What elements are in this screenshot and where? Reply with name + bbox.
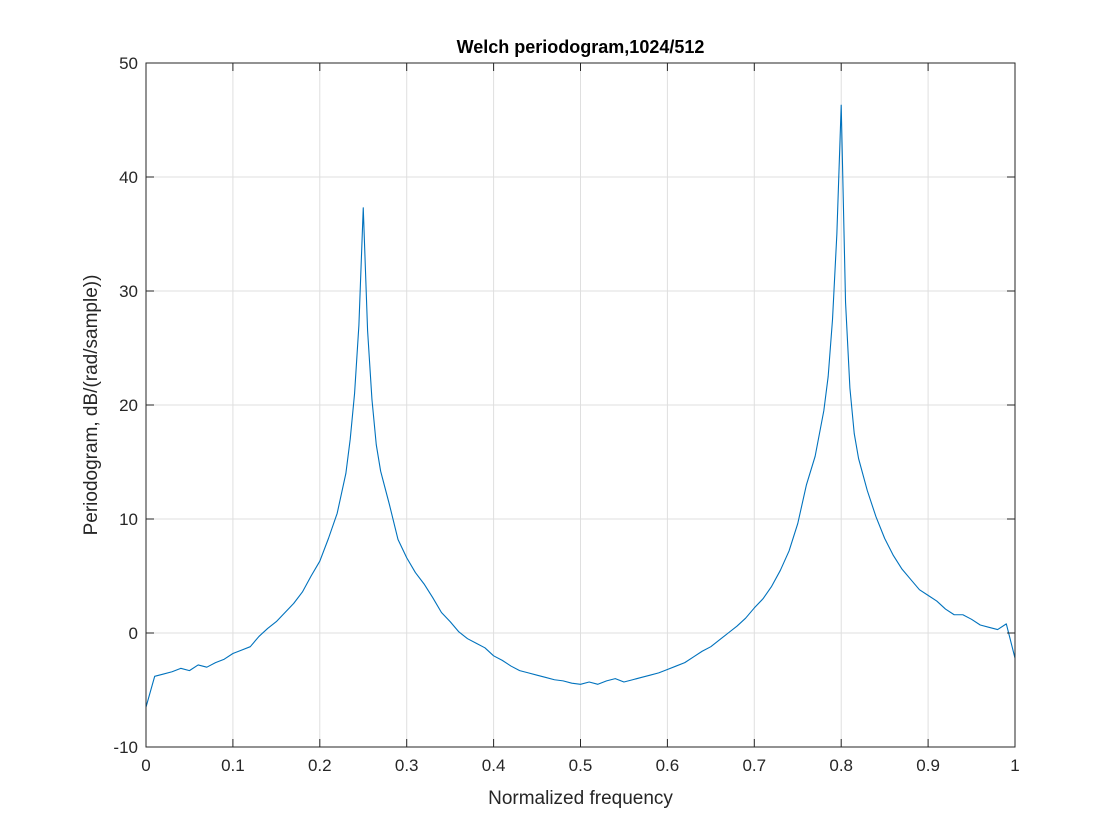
x-tick-label: 0.9 [916,756,940,775]
chart-title: Welch periodogram,1024/512 [457,37,705,57]
series-layer [145,104,1016,708]
y-tick-label: 20 [119,396,138,415]
x-tick-label: 0.5 [569,756,593,775]
series-line [145,104,1016,708]
x-tick-label: 0.6 [656,756,680,775]
x-axis-label: Normalized frequency [488,788,673,809]
y-tick-label: 10 [119,510,138,529]
y-tick-label: 0 [129,624,138,643]
x-tick-label: 0.7 [742,756,766,775]
x-tick-label: 0.4 [482,756,506,775]
y-tick-label: 30 [119,282,138,301]
x-tick-label: 0.1 [221,756,245,775]
x-tick-label: 0.3 [395,756,419,775]
y-tick-labels: -10 0 10 20 30 40 50 [113,54,138,757]
x-tick-label: 0.8 [829,756,853,775]
x-tick-label: 0.2 [308,756,332,775]
y-tick-label: -10 [113,738,138,757]
x-tick-label: 1 [1010,756,1019,775]
tick-marks [145,62,1016,748]
y-tick-label: 50 [119,54,138,73]
grid-lines [146,63,1015,747]
x-tick-label: 0 [141,756,150,775]
x-tick-labels: 0 0.1 0.2 0.3 0.4 0.5 0.6 0.7 0.8 0.9 1 [141,756,1019,775]
y-tick-label: 40 [119,168,138,187]
y-axis-label: Periodogram, dB/(rad/sample)) [81,275,102,536]
